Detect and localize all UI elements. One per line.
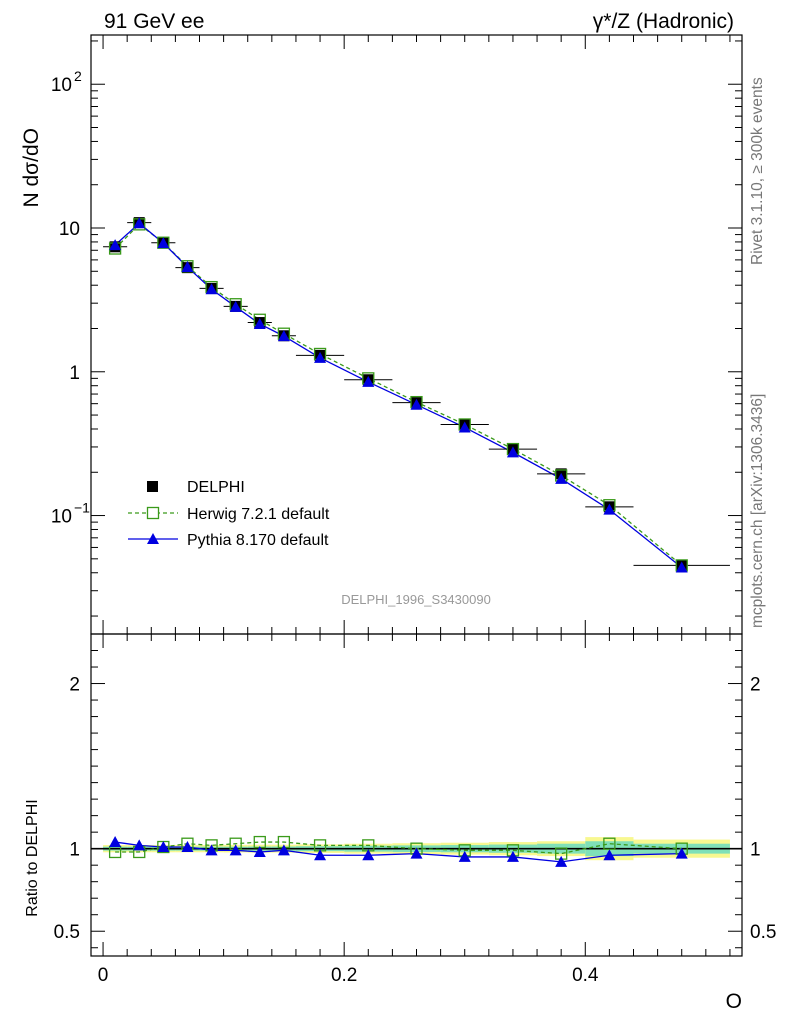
y-tick-label: 10 — [51, 507, 72, 528]
pythia-point — [555, 472, 568, 484]
pythia-ratio-point — [458, 850, 471, 862]
pythia-point — [458, 421, 471, 433]
ratio-y-tick-label: 1 — [69, 840, 80, 861]
pythia-ratio-point — [157, 841, 170, 853]
pythia-point — [410, 398, 423, 410]
pythia-ratio-point — [506, 850, 519, 862]
y-tick-label: 10 — [51, 75, 72, 96]
pythia-ratio-point — [253, 845, 266, 857]
herwig-ratio-point — [603, 837, 616, 850]
pythia-ratio-point — [314, 849, 327, 861]
x-tick-label: 0.2 — [331, 965, 357, 986]
pythia-ratio-point — [205, 844, 218, 856]
source-label: mcplots.cern.ch [arXiv:1306.3436] — [749, 394, 766, 628]
legend-label-herwig: Herwig 7.2.1 default — [187, 506, 330, 523]
pythia-ratio-point — [277, 844, 290, 856]
ratio-y-axis-title: Ratio to DELPHI — [24, 799, 41, 916]
ratio-axes: 0.5 0.5 1 1 2 2 0 0.2 0.4 — [54, 633, 776, 986]
legend-label-delphi: DELPHI — [187, 479, 245, 496]
x-axis-title: O — [726, 990, 742, 1013]
pythia-point — [362, 375, 375, 387]
pythia-point — [205, 283, 218, 295]
x-tick-label: 0.4 — [572, 965, 599, 986]
pythia-point — [157, 237, 170, 249]
pythia-point — [277, 330, 290, 342]
legend-marker-pythia — [147, 533, 159, 544]
energy-label: 91 GeV ee — [104, 10, 204, 33]
legend: DELPHI Herwig 7.2.1 default Pythia 8.170… — [128, 479, 330, 549]
herwig-line — [114, 223, 683, 566]
herwig-ratio-point — [362, 839, 375, 852]
pythia-ratio-point — [229, 844, 242, 856]
ratio-y-tick-label: 0.5 — [54, 922, 80, 943]
pythia-point — [229, 300, 242, 312]
main-series — [103, 217, 730, 573]
ratio-frame — [90, 633, 743, 957]
pythia-point — [253, 317, 266, 329]
pythia-ratio-line — [115, 841, 682, 863]
pythia-point — [181, 261, 194, 273]
pythia-ratio-point — [109, 836, 122, 848]
legend-label-pythia: Pythia 8.170 default — [187, 532, 329, 549]
ratio-y-tick-label: 2 — [69, 675, 80, 696]
y-axis-title: N dσ/dO — [20, 128, 43, 208]
pythia-point — [603, 503, 616, 515]
herwig-ratio-point — [313, 839, 327, 852]
herwig-ratio-line — [115, 841, 682, 855]
herwig-ratio-point — [253, 835, 266, 849]
pythia-ratio-point — [410, 847, 423, 859]
process-label: γ*/Z (Hadronic) — [593, 10, 734, 33]
legend-marker-herwig — [146, 506, 160, 520]
pythia-ratio-point — [675, 847, 688, 859]
y-tick-label-exponent: 2 — [74, 68, 82, 84]
ratio-y-tick-label-right: 0.5 — [750, 922, 776, 943]
pythia-point — [314, 351, 327, 363]
rivet-label: Rivet 3.1.10, ≥ 300k events — [749, 77, 766, 265]
pythia-point — [133, 217, 146, 229]
pythia-ratio-point — [181, 841, 194, 853]
ratio-series — [108, 835, 688, 867]
y-tick-label: 10 — [59, 219, 80, 240]
pythia-line — [114, 222, 683, 569]
legend-marker-delphi — [147, 481, 158, 492]
ratio-y-tick-label-right: 1 — [750, 840, 761, 861]
x-tick-label: 0 — [98, 965, 109, 986]
y-tick-label-exponent: −1 — [74, 500, 90, 516]
y-tick-label: 1 — [69, 363, 80, 384]
pythia-point — [109, 239, 122, 251]
pythia-point — [506, 446, 519, 458]
pythia-point — [675, 561, 688, 573]
pythia-ratio-point — [603, 849, 616, 861]
pythia-ratio-point — [362, 849, 375, 861]
herwig-ratio-point — [108, 845, 122, 859]
pythia-ratio-point — [133, 839, 146, 851]
pythia-ratio-point — [555, 855, 568, 867]
analysis-watermark: DELPHI_1996_S3430090 — [341, 592, 491, 607]
ratio-y-tick-label-right: 2 — [750, 675, 761, 696]
